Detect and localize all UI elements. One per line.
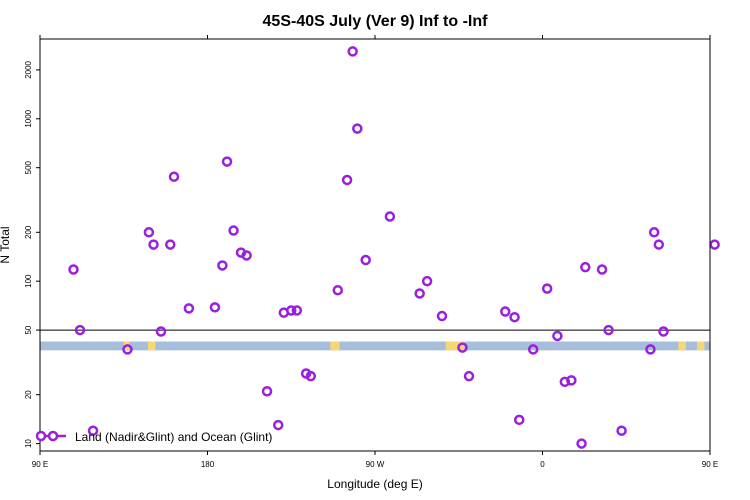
data-point (286, 305, 297, 316)
x-tick-label: 90 E (702, 460, 718, 469)
data-point (648, 227, 660, 238)
data-point (305, 370, 317, 382)
data-point (221, 156, 233, 167)
x-tick-label: 180 (201, 460, 215, 469)
data-point (580, 261, 591, 273)
y-axis-label: N Total (0, 226, 12, 263)
y-axis: 10 20 50 100 200 500 1000 2000 (24, 60, 40, 448)
data-point (261, 385, 273, 397)
data-point (566, 375, 577, 386)
data-point (658, 326, 669, 337)
data-point (347, 46, 358, 57)
data-point (360, 254, 371, 266)
data-point (384, 211, 396, 222)
data-point (332, 284, 344, 296)
data-point (541, 283, 553, 294)
x-tick-label: 0 (540, 460, 545, 469)
data-point (414, 288, 425, 299)
data-point (653, 239, 665, 250)
data-point (421, 275, 433, 287)
legend: Land (Nadir&Glint) and Ocean (Glint) (35, 430, 272, 444)
plot-frame (39, 38, 711, 452)
data-point (209, 302, 221, 313)
y-tick-label: 10 (24, 439, 33, 448)
data-point (341, 174, 353, 186)
land-band-segment (147, 341, 156, 351)
data-point (457, 342, 468, 353)
data-point (576, 438, 587, 449)
data-points (68, 46, 720, 449)
data-point (436, 310, 448, 322)
data-point (143, 227, 155, 238)
data-point (168, 171, 180, 182)
data-point (148, 239, 159, 250)
data-point (596, 264, 608, 275)
data-point (500, 306, 511, 317)
data-point (155, 326, 167, 337)
data-point (463, 370, 475, 382)
land-band-segment (445, 341, 465, 351)
data-point (74, 324, 86, 336)
x-tick-label: 90 E (32, 460, 48, 469)
legend-label: Land (Nadir&Glint) and Ocean (Glint) (75, 430, 272, 444)
data-point (217, 260, 228, 271)
x-axis-label: Longitude (deg E) (327, 477, 422, 491)
data-point (165, 239, 176, 250)
y-tick-label: 50 (24, 325, 33, 334)
y-tick-label: 200 (24, 225, 33, 239)
data-point (68, 264, 79, 275)
data-point (645, 344, 656, 355)
land-band-segment (330, 341, 340, 351)
data-point (513, 414, 525, 426)
y-tick-label: 500 (24, 160, 33, 174)
data-point (552, 330, 563, 342)
land-band-segment (696, 341, 705, 351)
data-point (352, 123, 363, 134)
x-tick-label: 90 W (366, 460, 385, 469)
y-tick-label: 1000 (24, 109, 33, 127)
data-point (272, 419, 284, 431)
data-point (122, 344, 133, 355)
data-point (709, 239, 720, 250)
legend-marker (35, 430, 47, 442)
band-layer (40, 341, 710, 351)
ocean-band (40, 341, 710, 351)
x-axis: 90 E 180 90 W 0 90 E (32, 35, 718, 469)
data-point (509, 311, 520, 323)
chart-title: 45S-40S July (Ver 9) Inf to -Inf (263, 13, 489, 30)
data-point (527, 344, 539, 355)
legend-marker (47, 430, 59, 442)
data-point (241, 250, 252, 261)
land-band-segment (678, 341, 686, 351)
data-point (291, 305, 303, 316)
data-point (183, 303, 195, 314)
data-point (87, 425, 99, 436)
y-tick-label: 20 (24, 390, 33, 399)
y-tick-label: 100 (24, 274, 33, 288)
y-tick-label: 2000 (24, 60, 33, 78)
data-point (228, 225, 239, 236)
data-point (616, 425, 627, 436)
data-point (603, 324, 614, 336)
